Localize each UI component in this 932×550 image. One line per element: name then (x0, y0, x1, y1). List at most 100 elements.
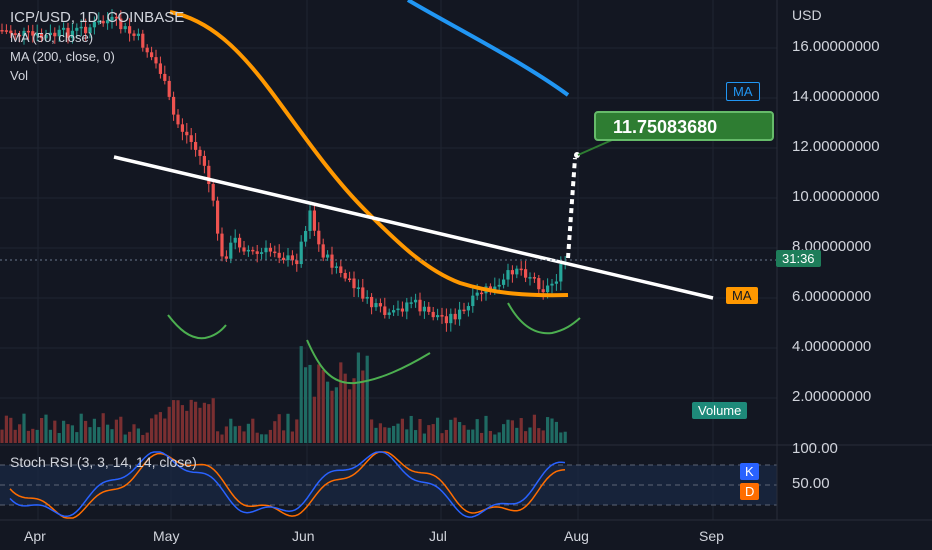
time-tick-may: May (153, 528, 180, 544)
volume-bar (92, 418, 96, 443)
candle-body (550, 283, 554, 286)
volume-bar (163, 418, 167, 443)
price-tick: 2.00000000 (792, 388, 872, 405)
volume-bar (246, 423, 250, 443)
candle-body (317, 230, 321, 245)
volume-bar (563, 431, 567, 443)
candle-body (528, 277, 532, 279)
candle-body (343, 272, 347, 279)
candle-body (150, 52, 154, 58)
volume-bars (0, 346, 567, 443)
volume-bar (136, 428, 140, 443)
volume-bar (211, 398, 215, 443)
volume-bar (238, 425, 242, 443)
volume-bar (387, 427, 391, 443)
candle-body (62, 27, 66, 30)
volume-bar (110, 429, 114, 443)
volume-bar (26, 430, 30, 443)
candle-body (251, 249, 255, 252)
right-shoulder-curve (507, 302, 581, 335)
volume-bar (75, 432, 79, 443)
candle-body (4, 30, 8, 32)
volume-bar (308, 364, 312, 443)
candle-body (88, 27, 92, 34)
candle-body (519, 268, 523, 271)
candle-body (295, 260, 299, 265)
price-tick: 6.00000000 (792, 288, 872, 305)
volume-bar (422, 433, 426, 443)
volume-bar (97, 427, 101, 443)
candle-body (163, 73, 167, 81)
time-tick-jul: Jul (429, 528, 447, 544)
volume-bar (453, 417, 457, 443)
candle-body (40, 33, 44, 39)
candle-body (202, 155, 206, 166)
candle-body (330, 254, 334, 268)
price-tick: 4.00000000 (792, 338, 872, 355)
candle-body (510, 270, 514, 275)
candle-body (436, 315, 440, 318)
stoch-rsi-title[interactable]: Stoch RSI (3, 3, 14, 14, close) (10, 454, 197, 470)
target-price-callout[interactable]: 11.75083680 (594, 111, 774, 141)
volume-bar (57, 433, 61, 443)
candle-body (462, 309, 466, 312)
volume-bar (515, 427, 519, 443)
candle-body (286, 255, 290, 261)
volume-bar (62, 420, 66, 443)
candle-body (348, 278, 352, 280)
descending-trendline (113, 155, 714, 300)
volume-bar (229, 418, 233, 443)
volume-bar (141, 434, 145, 443)
candle-body (0, 30, 4, 32)
ma50-axis-tag: MA (726, 287, 758, 304)
candle-body (471, 295, 475, 307)
currency-label: USD (792, 7, 822, 23)
candle-body (559, 264, 563, 282)
volume-legend[interactable]: Vol (10, 68, 29, 83)
candle-body (101, 20, 105, 24)
ma200-legend[interactable]: MA (200, close, 0) (10, 49, 115, 64)
chart-grid (0, 0, 777, 520)
volume-axis-tag: Volume (692, 402, 748, 419)
candle-body (444, 316, 448, 324)
ma50-legend[interactable]: MA (50, close) (10, 30, 94, 45)
candle-body (185, 131, 189, 136)
candle-body (84, 26, 88, 34)
volume-bar (392, 425, 396, 443)
candle-body (273, 251, 277, 254)
price-tick: 10.00000000 (792, 188, 880, 205)
target-connector (577, 139, 613, 156)
volume-bar (216, 431, 220, 443)
volume-bar (264, 434, 268, 443)
volume-bar (374, 427, 378, 443)
candlesticks (0, 9, 567, 332)
candle-body (207, 165, 211, 185)
volume-bar (290, 431, 294, 443)
volume-bar (22, 413, 26, 443)
time-tick-jun: Jun (292, 528, 315, 544)
candle-body (136, 33, 140, 36)
volume-bar (167, 406, 171, 443)
candle-body (189, 135, 193, 142)
stoch-k-line (9, 451, 566, 518)
candle-body (110, 16, 114, 21)
candle-body (418, 299, 422, 312)
volume-bar (559, 432, 563, 443)
volume-bar (475, 419, 479, 443)
volume-bar (185, 410, 189, 443)
candle-body (70, 30, 74, 38)
candle-body (44, 35, 48, 39)
stoch-tick-100: 100.00 (792, 440, 838, 457)
candle-body (524, 269, 528, 278)
volume-bar (378, 423, 382, 443)
candle-body (246, 249, 250, 252)
candle-body (321, 244, 325, 258)
candle-body (48, 32, 52, 36)
candle-body (97, 20, 101, 23)
candle-body (383, 306, 387, 315)
volume-bar (365, 355, 369, 443)
volume-bar (502, 424, 506, 443)
volume-bar (488, 430, 492, 443)
candle-body (233, 237, 237, 243)
